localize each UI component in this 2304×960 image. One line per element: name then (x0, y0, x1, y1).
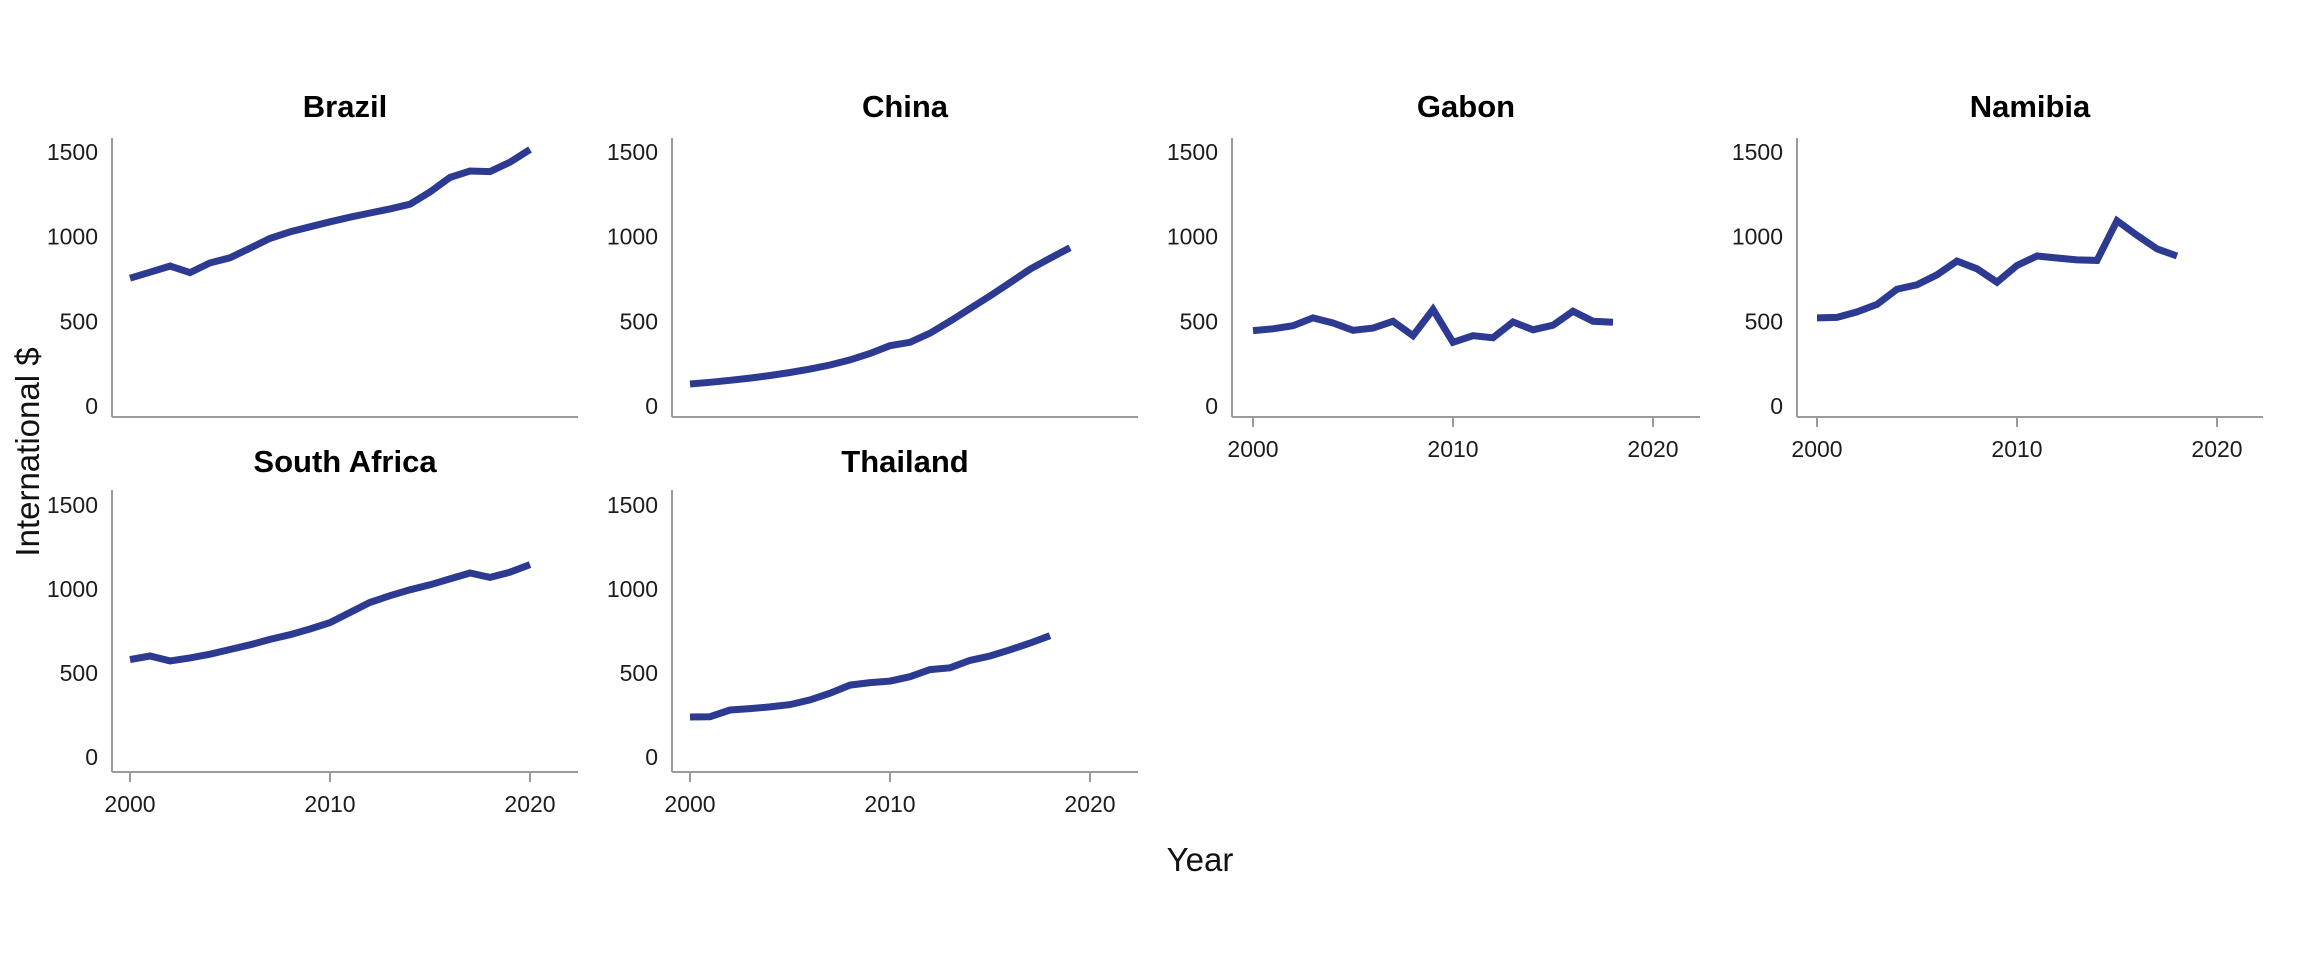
y-tick-label-thailand: 0 (645, 744, 658, 770)
panel-title-china: China (861, 89, 949, 124)
panel-title-gabon: Gabon (1416, 89, 1516, 124)
data-line-gabon (1252, 303, 1614, 347)
data-line-thailand (689, 632, 1052, 721)
x-tick-label-gabon: 2000 (1227, 436, 1278, 462)
y-tick-label-south-africa: 1500 (47, 492, 98, 518)
x-tick-label-south-africa: 2020 (504, 791, 555, 817)
y-tick-label-namibia: 0 (1770, 393, 1783, 419)
y-tick-label-south-africa: 500 (60, 660, 98, 686)
data-line-south-africa (129, 561, 532, 665)
y-tick-label-gabon: 500 (1180, 308, 1218, 334)
y-tick-label-brazil: 500 (60, 308, 98, 334)
y-tick-label-china: 1500 (607, 139, 658, 165)
panel-title-thailand: Thailand (841, 444, 969, 479)
x-tick-label-gabon: 2010 (1427, 436, 1478, 462)
x-tick-label-namibia: 2010 (1991, 436, 2042, 462)
y-axis-label: International $ (9, 347, 46, 557)
panel-title-south-africa: South Africa (253, 444, 437, 479)
y-tick-label-namibia: 1000 (1732, 224, 1783, 250)
x-tick-label-thailand: 2020 (1064, 791, 1115, 817)
panel-title-brazil: Brazil (302, 89, 388, 124)
y-tick-label-namibia: 500 (1745, 308, 1783, 334)
y-tick-label-china: 1000 (607, 224, 658, 250)
y-tick-label-south-africa: 0 (85, 744, 98, 770)
x-tick-label-namibia: 2020 (2191, 436, 2242, 462)
y-tick-label-gabon: 0 (1205, 393, 1218, 419)
y-tick-label-gabon: 1500 (1167, 139, 1218, 165)
y-tick-label-brazil: 0 (85, 393, 98, 419)
x-tick-label-gabon: 2020 (1627, 436, 1678, 462)
y-tick-label-south-africa: 1000 (47, 576, 98, 602)
y-tick-label-thailand: 500 (620, 660, 658, 686)
x-tick-label-south-africa: 2010 (304, 791, 355, 817)
x-axis-label: Year (1166, 841, 1234, 878)
x-tick-label-thailand: 2000 (664, 791, 715, 817)
y-tick-label-brazil: 1500 (47, 139, 98, 165)
y-tick-label-china: 500 (620, 308, 658, 334)
data-line-brazil (128, 146, 532, 282)
x-tick-label-thailand: 2010 (864, 791, 915, 817)
panel-title-namibia: Namibia (1969, 89, 2091, 124)
y-tick-label-brazil: 1000 (47, 224, 98, 250)
y-tick-label-thailand: 1500 (607, 492, 658, 518)
y-tick-label-china: 0 (645, 393, 658, 419)
y-tick-label-gabon: 1000 (1167, 224, 1218, 250)
y-tick-label-thailand: 1000 (607, 576, 658, 602)
y-tick-label-namibia: 1500 (1732, 139, 1783, 165)
x-tick-label-south-africa: 2000 (104, 791, 155, 817)
x-tick-label-namibia: 2000 (1791, 436, 1842, 462)
data-line-namibia (1816, 215, 2179, 322)
data-line-china (689, 244, 1072, 388)
